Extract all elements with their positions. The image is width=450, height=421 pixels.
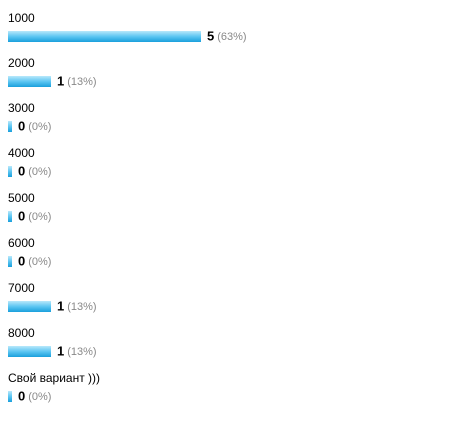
- vote-count: 0: [18, 118, 25, 133]
- option-label: 6000: [8, 236, 35, 250]
- option-label: 1000: [8, 11, 35, 25]
- option-label: 3000: [8, 101, 35, 115]
- vote-count: 1: [57, 298, 64, 313]
- option-label: 8000: [8, 326, 35, 340]
- bar: [8, 211, 12, 222]
- bar: [8, 301, 51, 312]
- vote-percent: (0%): [28, 391, 51, 403]
- bar: [8, 256, 12, 267]
- vote-percent: (63%): [217, 31, 246, 43]
- vote-percent: (13%): [67, 76, 96, 88]
- vote-percent: (0%): [28, 211, 51, 223]
- option-label: 2000: [8, 56, 35, 70]
- bar: [8, 391, 12, 402]
- vote-count: 1: [57, 73, 64, 88]
- bar: [8, 31, 201, 42]
- option-label: 4000: [8, 146, 35, 160]
- vote-count: 0: [18, 208, 25, 223]
- bar: [8, 76, 51, 87]
- vote-percent: (0%): [28, 256, 51, 268]
- vote-count: 5: [207, 28, 214, 43]
- vote-count: 1: [57, 343, 64, 358]
- vote-percent: (13%): [67, 346, 96, 358]
- vote-percent: (0%): [28, 166, 51, 178]
- vote-count: 0: [18, 388, 25, 403]
- vote-percent: (13%): [67, 301, 96, 313]
- bar: [8, 166, 12, 177]
- option-label: 7000: [8, 281, 35, 295]
- option-label: 5000: [8, 191, 35, 205]
- bar: [8, 346, 51, 357]
- vote-count: 0: [18, 253, 25, 268]
- vote-count: 0: [18, 163, 25, 178]
- bar: [8, 121, 12, 132]
- option-label: Свой вариант ))): [8, 371, 100, 385]
- vote-percent: (0%): [28, 121, 51, 133]
